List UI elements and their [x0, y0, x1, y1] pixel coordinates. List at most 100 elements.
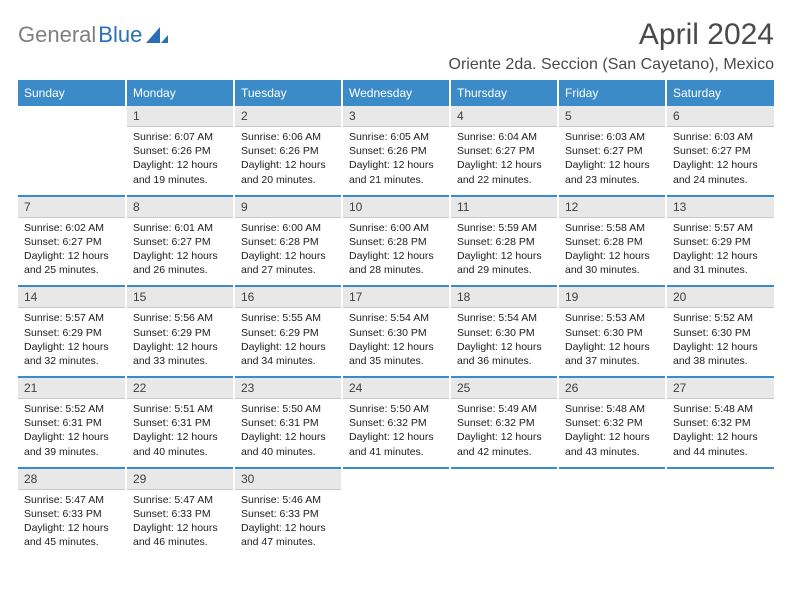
- location: Oriente 2da. Seccion (San Cayetano), Mex…: [449, 56, 775, 74]
- day-details: Sunrise: 6:02 AMSunset: 6:27 PMDaylight:…: [18, 218, 125, 286]
- day-header-row: SundayMondayTuesdayWednesdayThursdayFrid…: [18, 80, 774, 106]
- day-cell: 15Sunrise: 5:56 AMSunset: 6:29 PMDayligh…: [126, 286, 234, 377]
- day-details: Sunrise: 5:49 AMSunset: 6:32 PMDaylight:…: [451, 399, 557, 467]
- day-details: Sunrise: 6:01 AMSunset: 6:27 PMDaylight:…: [127, 218, 233, 286]
- day-number: 21: [18, 378, 125, 399]
- day-details: Sunrise: 6:03 AMSunset: 6:27 PMDaylight:…: [559, 127, 665, 195]
- day-header: Tuesday: [234, 80, 342, 106]
- day-number: 16: [235, 287, 341, 308]
- day-details: Sunrise: 5:47 AMSunset: 6:33 PMDaylight:…: [18, 490, 125, 558]
- day-details: Sunrise: 6:05 AMSunset: 6:26 PMDaylight:…: [343, 127, 449, 195]
- day-cell: 2Sunrise: 6:06 AMSunset: 6:26 PMDaylight…: [234, 106, 342, 196]
- week-row: 1Sunrise: 6:07 AMSunset: 6:26 PMDaylight…: [18, 106, 774, 196]
- day-cell: 6Sunrise: 6:03 AMSunset: 6:27 PMDaylight…: [666, 106, 774, 196]
- day-number: 9: [235, 197, 341, 218]
- day-number: 17: [343, 287, 449, 308]
- logo-triangle-icon: [146, 27, 168, 43]
- day-cell: 12Sunrise: 5:58 AMSunset: 6:28 PMDayligh…: [558, 196, 666, 287]
- day-header: Friday: [558, 80, 666, 106]
- day-cell: 4Sunrise: 6:04 AMSunset: 6:27 PMDaylight…: [450, 106, 558, 196]
- day-cell: 21Sunrise: 5:52 AMSunset: 6:31 PMDayligh…: [18, 377, 126, 468]
- day-number: 6: [667, 106, 774, 127]
- day-cell: 28Sunrise: 5:47 AMSunset: 6:33 PMDayligh…: [18, 468, 126, 558]
- day-header: Wednesday: [342, 80, 450, 106]
- day-number: 18: [451, 287, 557, 308]
- week-row: 14Sunrise: 5:57 AMSunset: 6:29 PMDayligh…: [18, 286, 774, 377]
- day-number: 25: [451, 378, 557, 399]
- day-header: Sunday: [18, 80, 126, 106]
- day-cell: [18, 106, 126, 196]
- day-number: 8: [127, 197, 233, 218]
- day-cell: 30Sunrise: 5:46 AMSunset: 6:33 PMDayligh…: [234, 468, 342, 558]
- day-number: 23: [235, 378, 341, 399]
- logo: GeneralBlue: [18, 18, 168, 48]
- day-details: Sunrise: 5:54 AMSunset: 6:30 PMDaylight:…: [451, 308, 557, 376]
- day-cell: 23Sunrise: 5:50 AMSunset: 6:31 PMDayligh…: [234, 377, 342, 468]
- day-details: Sunrise: 5:48 AMSunset: 6:32 PMDaylight:…: [559, 399, 665, 467]
- day-cell: 11Sunrise: 5:59 AMSunset: 6:28 PMDayligh…: [450, 196, 558, 287]
- month-title: April 2024: [449, 18, 775, 52]
- logo-text-blue: Blue: [98, 22, 142, 48]
- week-row: 21Sunrise: 5:52 AMSunset: 6:31 PMDayligh…: [18, 377, 774, 468]
- day-cell: 27Sunrise: 5:48 AMSunset: 6:32 PMDayligh…: [666, 377, 774, 468]
- day-cell: 1Sunrise: 6:07 AMSunset: 6:26 PMDaylight…: [126, 106, 234, 196]
- week-row: 7Sunrise: 6:02 AMSunset: 6:27 PMDaylight…: [18, 196, 774, 287]
- day-number: 29: [127, 469, 233, 490]
- day-number: 1: [127, 106, 233, 127]
- day-cell: 7Sunrise: 6:02 AMSunset: 6:27 PMDaylight…: [18, 196, 126, 287]
- day-cell: 9Sunrise: 6:00 AMSunset: 6:28 PMDaylight…: [234, 196, 342, 287]
- day-number: 4: [451, 106, 557, 127]
- day-details: Sunrise: 6:00 AMSunset: 6:28 PMDaylight:…: [343, 218, 449, 286]
- day-number: 10: [343, 197, 449, 218]
- day-details: Sunrise: 5:52 AMSunset: 6:31 PMDaylight:…: [18, 399, 125, 467]
- day-number: 2: [235, 106, 341, 127]
- day-number: 12: [559, 197, 665, 218]
- day-cell: 22Sunrise: 5:51 AMSunset: 6:31 PMDayligh…: [126, 377, 234, 468]
- day-details: Sunrise: 6:00 AMSunset: 6:28 PMDaylight:…: [235, 218, 341, 286]
- day-cell: 5Sunrise: 6:03 AMSunset: 6:27 PMDaylight…: [558, 106, 666, 196]
- day-details: Sunrise: 5:50 AMSunset: 6:31 PMDaylight:…: [235, 399, 341, 467]
- day-cell: 29Sunrise: 5:47 AMSunset: 6:33 PMDayligh…: [126, 468, 234, 558]
- day-cell: [342, 468, 450, 558]
- week-row: 28Sunrise: 5:47 AMSunset: 6:33 PMDayligh…: [18, 468, 774, 558]
- day-details: Sunrise: 5:50 AMSunset: 6:32 PMDaylight:…: [343, 399, 449, 467]
- day-details: Sunrise: 6:04 AMSunset: 6:27 PMDaylight:…: [451, 127, 557, 195]
- day-number: 13: [667, 197, 774, 218]
- day-cell: 20Sunrise: 5:52 AMSunset: 6:30 PMDayligh…: [666, 286, 774, 377]
- day-number: 26: [559, 378, 665, 399]
- day-number: 20: [667, 287, 774, 308]
- day-details: Sunrise: 5:55 AMSunset: 6:29 PMDaylight:…: [235, 308, 341, 376]
- day-details: Sunrise: 5:51 AMSunset: 6:31 PMDaylight:…: [127, 399, 233, 467]
- day-details: Sunrise: 5:56 AMSunset: 6:29 PMDaylight:…: [127, 308, 233, 376]
- day-cell: 16Sunrise: 5:55 AMSunset: 6:29 PMDayligh…: [234, 286, 342, 377]
- day-header: Monday: [126, 80, 234, 106]
- day-details: Sunrise: 5:58 AMSunset: 6:28 PMDaylight:…: [559, 218, 665, 286]
- logo-text-gray: General: [18, 22, 96, 48]
- day-cell: [558, 468, 666, 558]
- day-details: Sunrise: 5:52 AMSunset: 6:30 PMDaylight:…: [667, 308, 774, 376]
- day-cell: 26Sunrise: 5:48 AMSunset: 6:32 PMDayligh…: [558, 377, 666, 468]
- day-cell: 14Sunrise: 5:57 AMSunset: 6:29 PMDayligh…: [18, 286, 126, 377]
- day-number: 14: [18, 287, 125, 308]
- day-cell: 10Sunrise: 6:00 AMSunset: 6:28 PMDayligh…: [342, 196, 450, 287]
- day-cell: 3Sunrise: 6:05 AMSunset: 6:26 PMDaylight…: [342, 106, 450, 196]
- day-cell: [666, 468, 774, 558]
- day-number: 19: [559, 287, 665, 308]
- day-details: Sunrise: 5:57 AMSunset: 6:29 PMDaylight:…: [18, 308, 125, 376]
- day-cell: 17Sunrise: 5:54 AMSunset: 6:30 PMDayligh…: [342, 286, 450, 377]
- day-details: Sunrise: 6:07 AMSunset: 6:26 PMDaylight:…: [127, 127, 233, 195]
- day-header: Thursday: [450, 80, 558, 106]
- day-cell: 18Sunrise: 5:54 AMSunset: 6:30 PMDayligh…: [450, 286, 558, 377]
- day-details: Sunrise: 5:53 AMSunset: 6:30 PMDaylight:…: [559, 308, 665, 376]
- day-number: 24: [343, 378, 449, 399]
- day-cell: 24Sunrise: 5:50 AMSunset: 6:32 PMDayligh…: [342, 377, 450, 468]
- day-number: 22: [127, 378, 233, 399]
- day-number: 30: [235, 469, 341, 490]
- day-number: 3: [343, 106, 449, 127]
- day-cell: 19Sunrise: 5:53 AMSunset: 6:30 PMDayligh…: [558, 286, 666, 377]
- day-details: Sunrise: 5:54 AMSunset: 6:30 PMDaylight:…: [343, 308, 449, 376]
- day-cell: 13Sunrise: 5:57 AMSunset: 6:29 PMDayligh…: [666, 196, 774, 287]
- day-details: Sunrise: 5:59 AMSunset: 6:28 PMDaylight:…: [451, 218, 557, 286]
- day-cell: [450, 468, 558, 558]
- day-number: 11: [451, 197, 557, 218]
